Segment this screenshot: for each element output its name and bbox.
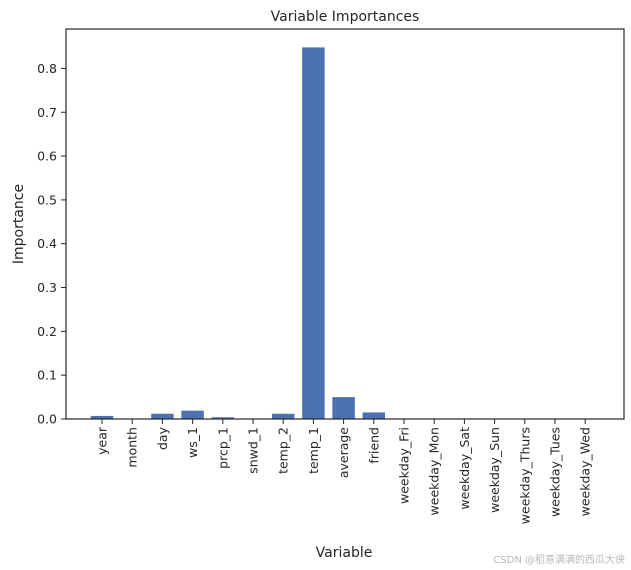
y-tick-label: 0.0	[37, 412, 57, 427]
x-tick-label: average	[336, 427, 351, 478]
y-tick-label: 0.4	[37, 236, 57, 251]
x-tick-label: day	[155, 426, 170, 450]
bar-average	[332, 397, 355, 419]
chart-title: Variable Importances	[271, 9, 420, 25]
x-tick-label: weekday_Fri	[397, 427, 412, 504]
plot-frame	[65, 28, 625, 420]
y-tick-label: 0.1	[37, 368, 57, 383]
x-tick-label: temp_1	[306, 427, 321, 474]
x-tick-label: weekday_Wed	[578, 427, 593, 516]
x-axis-label: Variable	[316, 545, 373, 561]
x-tick-label: ws_1	[185, 427, 200, 458]
y-tick-label: 0.5	[37, 192, 57, 207]
bar-temp-1	[302, 47, 325, 420]
bar-friend	[362, 412, 386, 419]
bar-temp-2	[271, 413, 295, 419]
x-tick-label: snwd_1	[246, 427, 261, 474]
watermark-text: CSDN @稻意满满的西瓜大侠	[493, 553, 625, 566]
y-tick-label: 0.7	[37, 105, 57, 120]
x-tick-label: friend	[366, 427, 381, 464]
x-tick-label: year	[95, 426, 110, 455]
y-tick-label: 0.3	[37, 280, 57, 295]
x-tick-label: prcp_1	[215, 427, 230, 469]
y-axis-ticks: 0.0 0.1 0.2 0.3 0.4 0.5 0.6 0.7 0.8	[37, 61, 66, 427]
bar-ws-1	[181, 410, 204, 419]
bar-prcp-1	[211, 417, 235, 419]
x-tick-label: weekday_Thurs	[517, 427, 532, 524]
bars-group	[90, 47, 597, 420]
x-tick-label: weekday_Sun	[487, 427, 502, 513]
bar-day	[151, 413, 174, 419]
y-axis-label: Importance	[11, 184, 27, 264]
bar-year	[90, 415, 114, 419]
x-tick-label: weekday_Tues	[548, 427, 563, 517]
plot-area	[66, 29, 624, 419]
x-axis-ticks: year month day ws_1 prcp_1 snwd_1 temp_2 temp_1…	[95, 419, 593, 524]
x-tick-label: weekday_Mon	[427, 427, 442, 515]
y-tick-label: 0.8	[37, 61, 57, 76]
x-tick-label: month	[125, 427, 140, 468]
x-tick-label: temp_2	[276, 427, 291, 474]
y-tick-label: 0.2	[37, 324, 57, 339]
y-tick-label: 0.6	[37, 149, 57, 164]
x-tick-label: weekday_Sat	[457, 427, 472, 510]
